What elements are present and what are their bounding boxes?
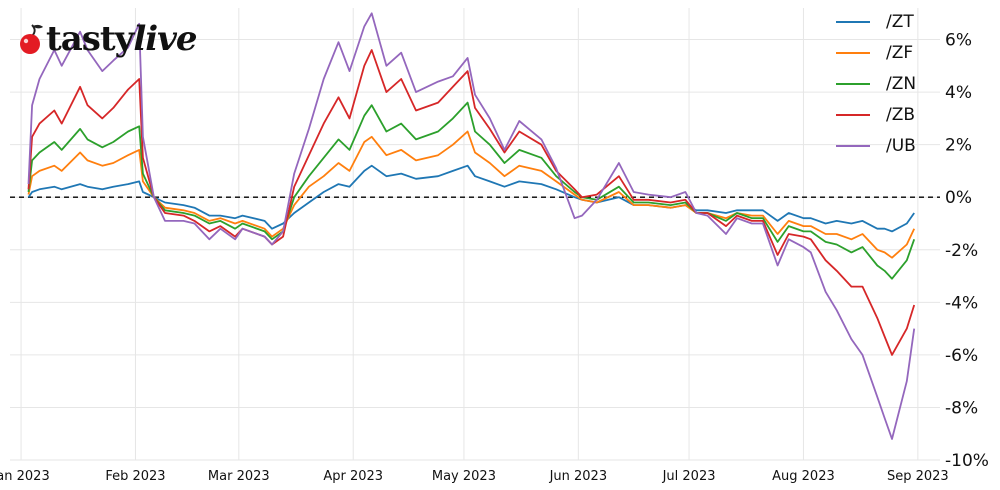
y-tick-label: 6% xyxy=(945,31,972,51)
series-line-zn xyxy=(27,101,916,280)
legend-swatch xyxy=(836,82,870,85)
series-lines xyxy=(27,12,916,440)
x-tick-label: Apr 2023 xyxy=(323,469,383,484)
grid-lines xyxy=(10,8,940,461)
y-tick-label: 0% xyxy=(945,188,972,208)
legend-label: /ZT xyxy=(886,11,914,32)
legend-label: /UB xyxy=(886,135,916,156)
legend-item: /ZF xyxy=(836,37,946,68)
x-axis-ticks: Jan 2023 Feb 2023 Mar 2023 Apr 2023 May 2023… xyxy=(0,469,949,484)
cherry-icon xyxy=(20,24,43,54)
series-line-zb xyxy=(27,49,916,356)
x-tick-label: May 2023 xyxy=(432,469,496,484)
y-axis-ticks: -10% -8% -6% -4% -2% 0% 2% 4% 6% xyxy=(945,31,989,471)
logo-wordmark: tastylive xyxy=(46,19,198,59)
x-tick-label: Jul 2023 xyxy=(662,469,716,484)
x-tick-label: Aug 2023 xyxy=(772,469,835,484)
legend: /ZT /ZF /ZN /ZB /UB xyxy=(836,6,946,161)
legend-swatch xyxy=(836,51,870,54)
x-tick-label: Jun 2023 xyxy=(549,469,608,484)
y-tick-label: 2% xyxy=(945,136,972,156)
y-tick-label: -10% xyxy=(945,451,989,471)
y-tick-label: -6% xyxy=(945,346,978,366)
x-tick-label: Feb 2023 xyxy=(105,469,165,484)
logo-wordmark-live: live xyxy=(133,19,197,59)
x-tick-label: Jan 2023 xyxy=(0,469,50,484)
x-tick-label: Mar 2023 xyxy=(208,469,270,484)
legend-label: /ZF xyxy=(886,42,914,63)
y-tick-label: -4% xyxy=(945,293,978,313)
legend-swatch xyxy=(836,20,870,23)
logo-wordmark-tasty: tasty xyxy=(46,19,134,59)
legend-item: /UB xyxy=(836,130,946,161)
legend-item: /ZT xyxy=(836,6,946,37)
tastylive-logo: tastylive xyxy=(16,14,198,64)
x-tick-label: Sep 2023 xyxy=(887,469,949,484)
series-line-zt xyxy=(27,164,915,233)
y-tick-label: -8% xyxy=(945,398,978,418)
y-tick-label: -2% xyxy=(945,241,978,261)
legend-label: /ZN xyxy=(886,73,917,94)
series-line-zf xyxy=(27,130,916,259)
legend-label: /ZB xyxy=(886,104,916,125)
y-tick-label: 4% xyxy=(945,83,972,103)
series-line-ub xyxy=(27,12,916,440)
legend-swatch xyxy=(836,144,870,147)
legend-swatch xyxy=(836,113,870,116)
legend-item: /ZN xyxy=(836,68,946,99)
legend-item: /ZB xyxy=(836,99,946,130)
